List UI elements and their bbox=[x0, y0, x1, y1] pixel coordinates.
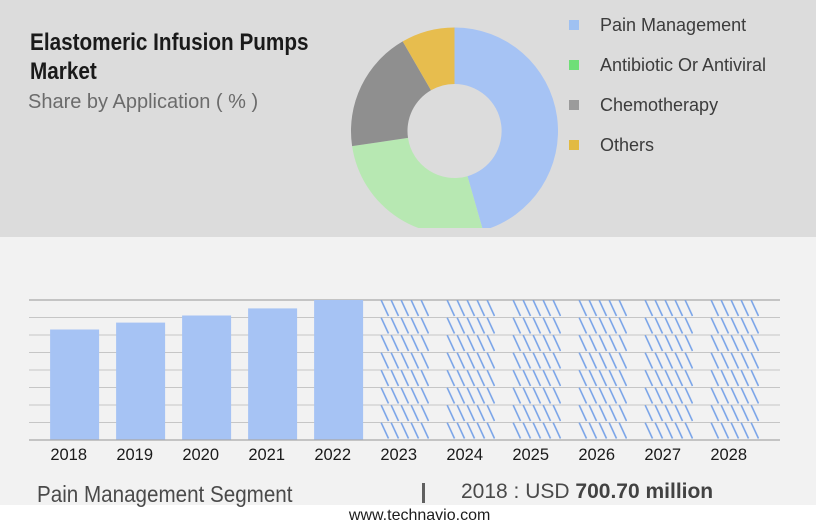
svg-text:2022: 2022 bbox=[314, 446, 351, 464]
svg-text:2028: 2028 bbox=[710, 446, 747, 464]
svg-text:2020: 2020 bbox=[182, 446, 219, 464]
svg-text:2021: 2021 bbox=[248, 446, 285, 464]
svg-text:2027: 2027 bbox=[644, 446, 681, 464]
svg-text:2026: 2026 bbox=[578, 446, 615, 464]
svg-text:2019: 2019 bbox=[116, 446, 153, 464]
svg-text:2018: 2018 bbox=[50, 446, 87, 464]
svg-text:2024: 2024 bbox=[446, 446, 483, 464]
svg-text:2025: 2025 bbox=[512, 446, 549, 464]
svg-text:2023: 2023 bbox=[380, 446, 417, 464]
